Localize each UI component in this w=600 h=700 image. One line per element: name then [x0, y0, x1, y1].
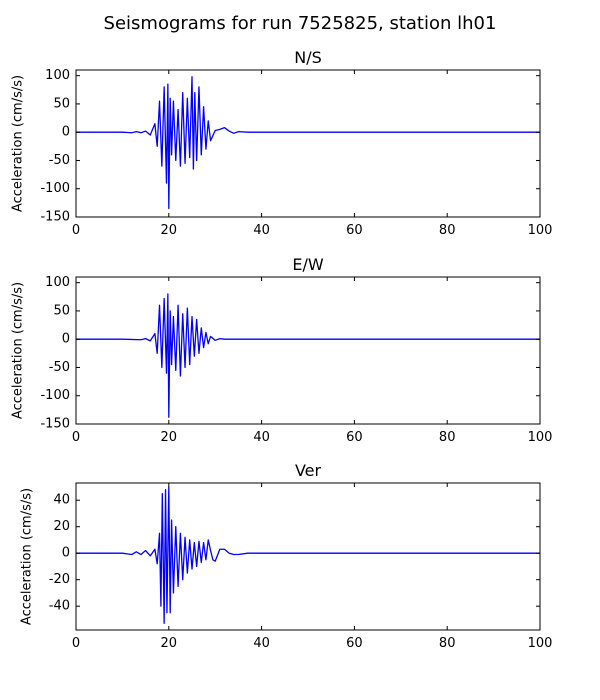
panel-ew-x-tick-label: 0 — [72, 430, 80, 445]
panel-ns-y-tick-label: 0 — [62, 125, 70, 140]
panel-ns-y-tick-label: -50 — [49, 153, 70, 168]
panel-ns-x-tick-label: 0 — [72, 223, 80, 238]
panel-ver-y-tick-label: -20 — [49, 572, 70, 587]
panel-ew-y-axis-label: Acceleration (cm/s/s) — [11, 282, 26, 419]
panel-ns-series-line — [76, 76, 540, 210]
panel-ew-y-tick-label: -150 — [40, 417, 70, 432]
panel-ns-x-tick-label: 100 — [528, 223, 553, 238]
panel-ns-axes-frame — [75, 69, 541, 218]
panel-ns-x-tick-label: 80 — [439, 223, 456, 238]
panel-ew-axes-frame — [75, 276, 541, 425]
panel-ver-y-axis-label: Acceleration (cm/s/s) — [20, 488, 35, 625]
panel-ns-y-tick-label: 50 — [53, 96, 70, 111]
panel-ew: E/W Acceleration (cm/s/s) 0 20 40 60 80 100 -150… — [11, 255, 553, 445]
panel-ns-x-tick-label: 60 — [346, 223, 363, 238]
panel-ns-title: N/S — [294, 48, 322, 67]
panel-ew-x-tick-label: 80 — [439, 430, 456, 445]
seismogram-panels: N/S Acceleration (cm/s/s) 0 20 40 60 80 100 -150… — [11, 48, 553, 651]
panel-ver-x-tick-label: 0 — [72, 636, 80, 651]
panel-ew-x-tick-label: 20 — [161, 430, 178, 445]
panel-ew-y-tick-label: -100 — [40, 388, 70, 403]
panel-ver-x-tick-label: 100 — [528, 636, 553, 651]
panel-ver-x-tick-label: 20 — [161, 636, 178, 651]
panel-ew-y-tick-label: 50 — [53, 303, 70, 318]
panel-ew-x-tick-label: 60 — [346, 430, 363, 445]
panel-ns-x-tick-label: 40 — [253, 223, 270, 238]
panel-ver-x-tick-label: 40 — [253, 636, 270, 651]
panel-ver-series-line — [76, 486, 540, 625]
panel-ew-series-line — [76, 293, 540, 418]
panel-ver-axes-frame — [75, 482, 541, 631]
figure-title: Seismograms for run 7525825, station lh0… — [104, 13, 497, 34]
panel-ns-y-tick-label: -100 — [40, 181, 70, 196]
panel-ns-y-tick-label: 100 — [45, 68, 70, 83]
panel-ew-y-tick-label: 0 — [62, 332, 70, 347]
panel-ew-x-tick-label: 40 — [253, 430, 270, 445]
panel-ver-y-tick-label: 0 — [62, 546, 70, 561]
panel-ew-y-tick-label: 100 — [45, 275, 70, 290]
panel-ver-y-tick-label: 20 — [53, 519, 70, 534]
panel-ver-y-tick-label: -40 — [49, 599, 70, 614]
panel-ver: Ver Acceleration (cm/s/s) 0 20 40 60 80 100 -40 -… — [20, 461, 553, 651]
panel-ew-title: E/W — [292, 255, 324, 274]
panel-ver-x-tick-label: 80 — [439, 636, 456, 651]
panel-ver-title: Ver — [295, 461, 322, 480]
panel-ns-y-tick-label: -150 — [40, 210, 70, 225]
panel-ns: N/S Acceleration (cm/s/s) 0 20 40 60 80 100 -150… — [11, 48, 553, 238]
panel-ns-y-axis-label: Acceleration (cm/s/s) — [11, 75, 26, 212]
panel-ver-y-tick-label: 40 — [53, 493, 70, 508]
panel-ver-x-tick-label: 60 — [346, 636, 363, 651]
panel-ns-x-tick-label: 20 — [161, 223, 178, 238]
panel-ew-y-tick-label: -50 — [49, 360, 70, 375]
panel-ew-x-tick-label: 100 — [528, 430, 553, 445]
